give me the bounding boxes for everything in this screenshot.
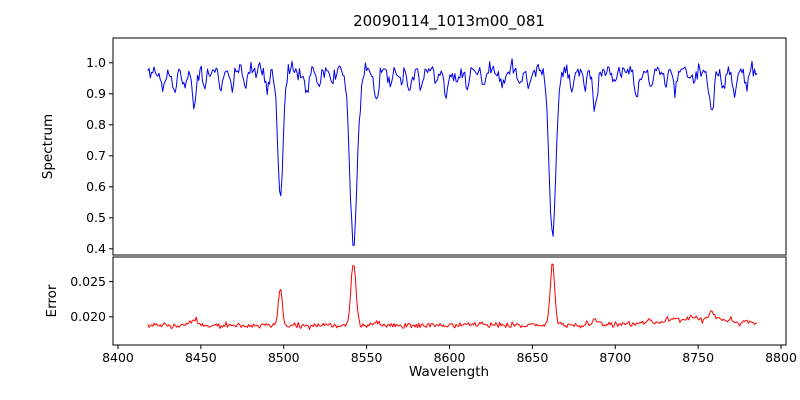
spectrum-line [147,58,758,246]
error-y-tick-label: 0.025 [70,274,106,289]
x-tick-label: 8400 [102,350,134,365]
x-tick-label: 8700 [599,350,631,365]
x-axis-ticks: 8400 8450 8500 8550 8600 8650 8700 8750 8800 [102,345,797,365]
x-tick-label: 8450 [185,350,217,365]
spectrum-y-tick-label: 0.9 [86,86,106,101]
spectrum-y-tick-label: 0.6 [86,179,106,194]
spectrum-y-tick-label: 0.5 [86,210,106,225]
error-y-tick-label: 0.020 [70,309,106,324]
error-panel: 0.025 0.020 [70,256,787,346]
x-tick-label: 8650 [516,350,548,365]
x-tick-label: 8750 [682,350,714,365]
chart-title: 20090114_1013m00_081 [353,12,545,31]
x-tick-label: 8600 [434,350,466,365]
error-panel-border [112,256,787,346]
x-tick-label: 8550 [351,350,383,365]
spectrum-panel-border [112,37,787,256]
error-y-axis-label: Error [44,284,60,317]
x-tick-label: 8500 [268,350,300,365]
spectrum-y-tick-label: 1.0 [86,55,106,70]
error-line [147,263,758,330]
x-tick-label: 8800 [765,350,797,365]
spectrum-y-tick-label: 0.4 [86,241,106,256]
spectrum-y-tick-label: 0.8 [86,117,106,132]
x-axis-label: Wavelength [409,364,489,380]
spectrum-panel: 1.0 0.9 0.8 0.7 0.6 0.5 0.4 [86,37,787,256]
spectrum-y-axis-label: Spectrum [40,114,56,179]
spectrum-y-tick-label: 0.7 [86,148,106,163]
